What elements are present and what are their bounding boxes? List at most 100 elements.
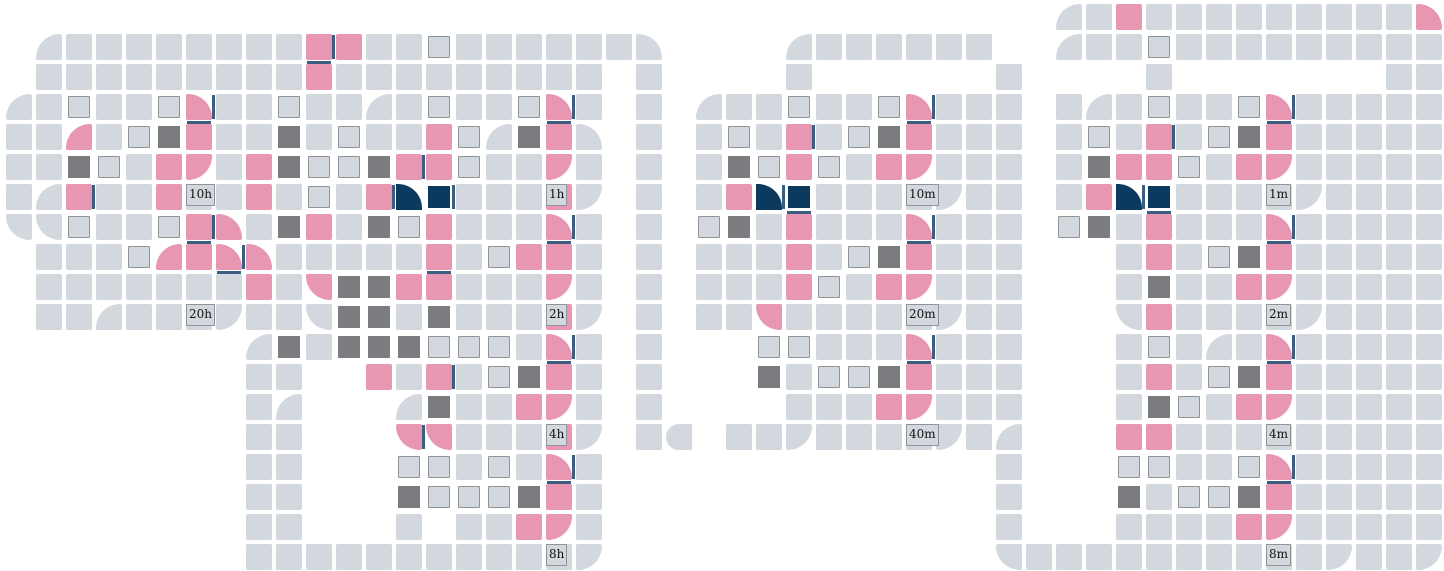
pink-cell <box>786 274 812 300</box>
pink-cell <box>1236 514 1262 540</box>
track-cell <box>936 184 962 210</box>
track-cell <box>516 274 542 300</box>
pink-cell <box>1236 274 1262 300</box>
track-cell <box>846 424 872 450</box>
pink-cell <box>546 244 572 270</box>
pink-cell <box>1266 454 1292 480</box>
track-cell <box>516 184 542 210</box>
outline-cell <box>428 96 450 118</box>
pink-cell <box>876 274 902 300</box>
track-cell <box>576 454 602 480</box>
track-cell <box>876 184 902 210</box>
navy-cell <box>756 184 782 210</box>
track-cell <box>1416 484 1442 510</box>
track-cell <box>1236 184 1262 210</box>
track-cell <box>126 214 152 240</box>
track-cell <box>126 34 152 60</box>
track-cell <box>996 274 1022 300</box>
pink-cell <box>216 214 242 240</box>
track-cell <box>186 34 212 60</box>
track-cell <box>66 304 92 330</box>
gray-cell <box>278 216 300 238</box>
track-cell <box>996 214 1022 240</box>
pink-cell <box>1266 484 1292 510</box>
gray-cell <box>728 216 750 238</box>
track-cell <box>456 544 482 570</box>
track-cell <box>1116 514 1142 540</box>
label-2h: 2h <box>546 304 568 326</box>
track-cell <box>1416 94 1442 120</box>
track-cell <box>1296 514 1322 540</box>
track-cell <box>306 334 332 360</box>
pink-cell <box>426 424 452 450</box>
track-cell <box>366 34 392 60</box>
track-cell <box>1056 544 1082 570</box>
track-cell <box>96 184 122 210</box>
track-cell <box>366 544 392 570</box>
track-cell <box>1116 274 1142 300</box>
pink-cell <box>876 154 902 180</box>
track-cell <box>1206 274 1232 300</box>
outline-cell <box>1148 96 1170 118</box>
track-cell <box>1356 124 1382 150</box>
connector-bar <box>547 481 571 484</box>
connector-bar <box>212 215 215 239</box>
outline-cell <box>1058 216 1080 238</box>
track-cell <box>1056 4 1082 30</box>
track-cell <box>126 154 152 180</box>
outline-cell <box>98 156 120 178</box>
track-cell <box>1026 544 1052 570</box>
track-cell <box>816 214 842 240</box>
pink-cell <box>516 514 542 540</box>
track-cell <box>246 34 272 60</box>
pink-cell <box>66 184 92 210</box>
track-cell <box>306 94 332 120</box>
pink-cell <box>1146 424 1172 450</box>
track-cell <box>996 334 1022 360</box>
track-cell <box>846 304 872 330</box>
outline-cell <box>158 216 180 238</box>
pink-cell <box>1146 304 1172 330</box>
track-cell <box>1116 214 1142 240</box>
gray-cell <box>728 156 750 178</box>
track-cell <box>996 94 1022 120</box>
track-cell <box>486 274 512 300</box>
track-cell <box>1326 514 1352 540</box>
track-cell <box>276 364 302 390</box>
outline-cell <box>818 366 840 388</box>
track-cell <box>1146 514 1172 540</box>
track-cell <box>486 304 512 330</box>
pink-cell <box>546 154 572 180</box>
track-cell <box>1176 544 1202 570</box>
track-cell <box>876 214 902 240</box>
track-cell <box>636 274 662 300</box>
pink-cell <box>546 214 572 240</box>
track-cell <box>1416 334 1442 360</box>
track-cell <box>1206 214 1232 240</box>
track-cell <box>816 184 842 210</box>
track-cell <box>366 244 392 270</box>
track-cell <box>486 424 512 450</box>
track-cell <box>1236 214 1262 240</box>
track-cell <box>576 304 602 330</box>
pink-cell <box>186 154 212 180</box>
pink-cell <box>1266 154 1292 180</box>
track-cell <box>726 244 752 270</box>
track-cell <box>1326 544 1352 570</box>
track-cell <box>966 34 992 60</box>
track-cell <box>696 244 722 270</box>
track-cell <box>1176 124 1202 150</box>
outline-cell <box>488 246 510 268</box>
track-cell <box>1266 4 1292 30</box>
track-cell <box>456 214 482 240</box>
connector-bar <box>1292 335 1295 359</box>
track-cell <box>306 544 332 570</box>
outline-cell <box>728 126 750 148</box>
connector-bar <box>1292 455 1295 479</box>
track-cell <box>846 394 872 420</box>
pink-cell <box>876 394 902 420</box>
track-cell <box>576 184 602 210</box>
track-cell <box>396 94 422 120</box>
track-cell <box>1236 304 1262 330</box>
pink-cell <box>216 244 242 270</box>
